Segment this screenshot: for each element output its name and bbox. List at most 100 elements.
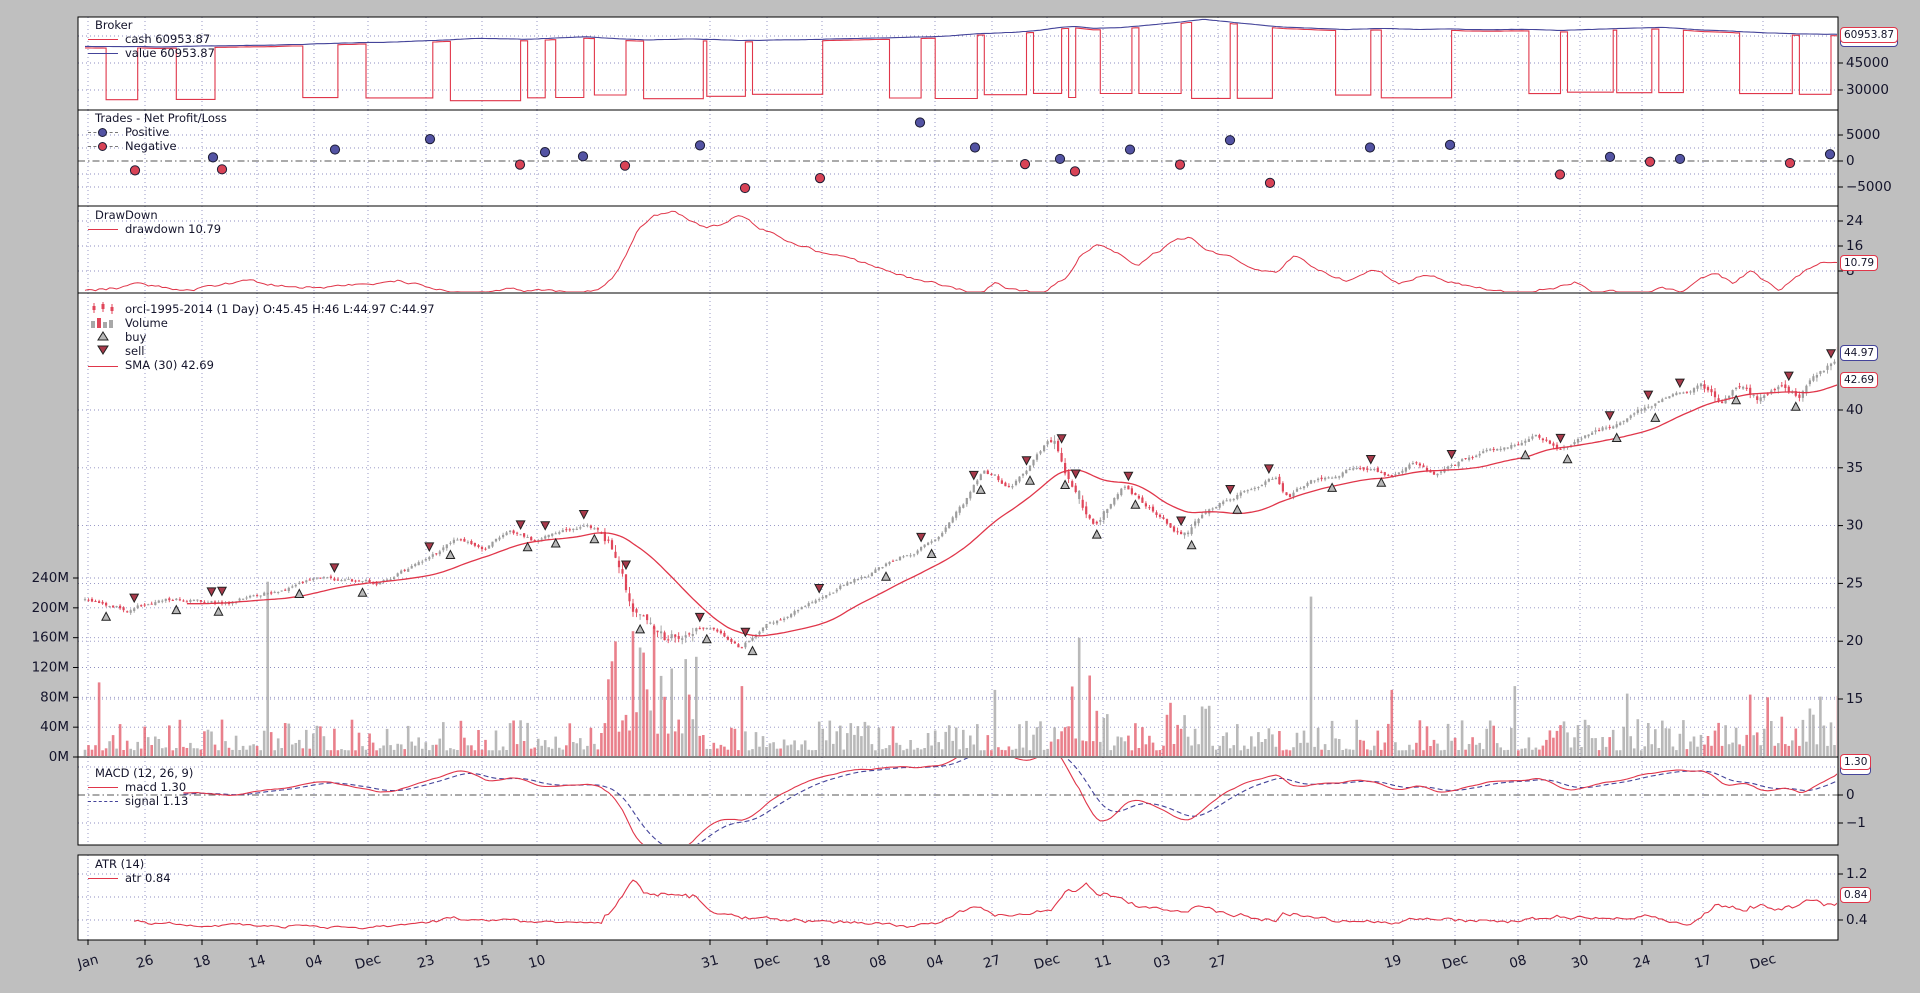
svg-text:Dec: Dec	[752, 951, 781, 973]
svg-text:11: 11	[1093, 952, 1114, 972]
svg-text:Dec: Dec	[1748, 951, 1777, 973]
signal-line-icon	[88, 801, 118, 802]
legend-item-drawdown: drawdown 10.79	[88, 221, 222, 237]
candlestick-icon	[88, 302, 118, 318]
buy-marker-icon	[88, 330, 118, 346]
atr-line-icon	[88, 878, 118, 879]
svg-text:0.4: 0.4	[1846, 912, 1867, 928]
legend-item-label: buy	[125, 330, 147, 345]
svg-text:30000: 30000	[1846, 82, 1889, 98]
legend-item-label: value 60953.87	[125, 45, 215, 60]
svg-text:Jan: Jan	[75, 952, 100, 973]
atr-panel-title: ATR (14)	[95, 857, 145, 871]
svg-text:15: 15	[1846, 691, 1863, 707]
svg-text:08: 08	[1508, 952, 1529, 972]
svg-text:18: 18	[192, 952, 213, 972]
svg-text:27: 27	[1208, 952, 1229, 972]
svg-text:8: 8	[1846, 263, 1855, 279]
svg-text:0: 0	[1846, 787, 1855, 803]
svg-text:24: 24	[1846, 213, 1863, 229]
svg-text:30: 30	[1570, 952, 1591, 972]
broker-cash-tag: 60953.87	[1840, 27, 1899, 43]
legend-item-signal: signal 1.13	[88, 793, 193, 809]
svg-text:10: 10	[527, 952, 548, 972]
legend-item-sell: sell	[88, 345, 435, 359]
svg-text:14: 14	[247, 952, 268, 972]
svg-text:40: 40	[1846, 402, 1863, 418]
main-panel-legend: orcl-1995-2014 (1 Day) O:45.45 H:46 L:44…	[88, 302, 435, 373]
svg-text:08: 08	[868, 952, 889, 972]
value-line-icon	[88, 53, 118, 54]
svg-text:19: 19	[1383, 952, 1404, 972]
broker-panel-title: Broker	[95, 18, 133, 32]
macd-line-icon	[88, 787, 118, 788]
legend-item-volume: Volume	[88, 317, 435, 331]
svg-text:80M: 80M	[40, 689, 69, 705]
legend-item-sma: SMA (30) 42.69	[88, 359, 435, 373]
svg-text:26: 26	[135, 952, 156, 972]
svg-text:25: 25	[1846, 575, 1863, 591]
legend-item-atr: atr 0.84	[88, 870, 171, 886]
svg-text:1.2: 1.2	[1846, 866, 1867, 882]
legend-item-cash: cash 60953.87	[88, 32, 215, 47]
sell-marker-icon	[88, 344, 118, 360]
svg-text:Dec: Dec	[1032, 951, 1061, 973]
svg-text:15: 15	[472, 952, 493, 972]
svg-text:200M: 200M	[32, 600, 69, 616]
legend-item-macd: macd 1.30	[88, 779, 193, 795]
svg-text:240M: 240M	[32, 570, 69, 586]
svg-text:45000: 45000	[1846, 55, 1889, 71]
drawdown-panel-legend: DrawDown drawdown 10.79	[88, 208, 222, 237]
legend-item-label: Positive	[125, 124, 170, 139]
svg-text:17: 17	[1693, 952, 1714, 972]
svg-text:Dec: Dec	[353, 951, 382, 973]
macd-tag: 1.30	[1840, 754, 1872, 770]
atr-tag: 0.84	[1840, 887, 1872, 903]
sma-tag: 42.69	[1840, 372, 1879, 388]
svg-text:Dec: Dec	[1440, 951, 1469, 973]
atr-panel-legend: ATR (14) atr 0.84	[88, 857, 171, 886]
legend-item-positive: Positive	[88, 124, 227, 140]
drawdown-panel-title: DrawDown	[95, 208, 158, 222]
svg-text:04: 04	[925, 952, 946, 972]
legend-item-buy: buy	[88, 331, 435, 345]
svg-text:18: 18	[812, 952, 833, 972]
legend-item-value: value 60953.87	[88, 45, 215, 61]
positive-dot-icon	[88, 127, 118, 138]
svg-text:120M: 120M	[32, 660, 69, 676]
svg-text:35: 35	[1846, 460, 1863, 476]
trades-panel-title: Trades - Net Profit/Loss	[95, 111, 227, 125]
legend-item-label: orcl-1995-2014 (1 Day) O:45.45 H:46 L:44…	[125, 302, 435, 317]
svg-text:24: 24	[1632, 952, 1653, 972]
legend-item-label: SMA (30) 42.69	[125, 358, 214, 373]
svg-text:20: 20	[1846, 633, 1863, 649]
svg-text:03: 03	[1152, 952, 1173, 972]
svg-text:31: 31	[700, 952, 721, 972]
svg-text:40M: 40M	[40, 719, 69, 735]
macd-panel-legend: MACD (12, 26, 9) macd 1.30 signal 1.13	[88, 766, 193, 809]
legend-item-label: signal 1.13	[125, 793, 189, 808]
svg-text:04: 04	[304, 952, 325, 972]
svg-text:−5000: −5000	[1846, 179, 1892, 195]
drawdown-tag: 10.79	[1840, 255, 1879, 271]
legend-item-label: macd 1.30	[125, 779, 187, 794]
trades-panel-legend: Trades - Net Profit/Loss Positive Negati…	[88, 111, 227, 154]
legend-item-data: orcl-1995-2014 (1 Day) O:45.45 H:46 L:44…	[88, 302, 435, 318]
svg-text:16: 16	[1846, 238, 1863, 254]
svg-text:0: 0	[1846, 153, 1855, 169]
drawdown-line-icon	[88, 229, 118, 230]
legend-item-label: atr 0.84	[125, 870, 171, 885]
svg-text:−1: −1	[1846, 815, 1866, 831]
svg-text:5000: 5000	[1846, 127, 1880, 143]
close-price-tag: 44.97	[1840, 345, 1879, 361]
sma-line-icon	[88, 365, 118, 367]
legend-item-label: Negative	[125, 138, 177, 153]
svg-text:0M: 0M	[49, 749, 69, 765]
svg-text:27: 27	[982, 952, 1003, 972]
cash-line-icon	[88, 39, 118, 40]
legend-item-label: drawdown 10.79	[125, 221, 222, 236]
legend-item-label: Volume	[125, 316, 168, 331]
legend-item-label: sell	[125, 344, 145, 359]
